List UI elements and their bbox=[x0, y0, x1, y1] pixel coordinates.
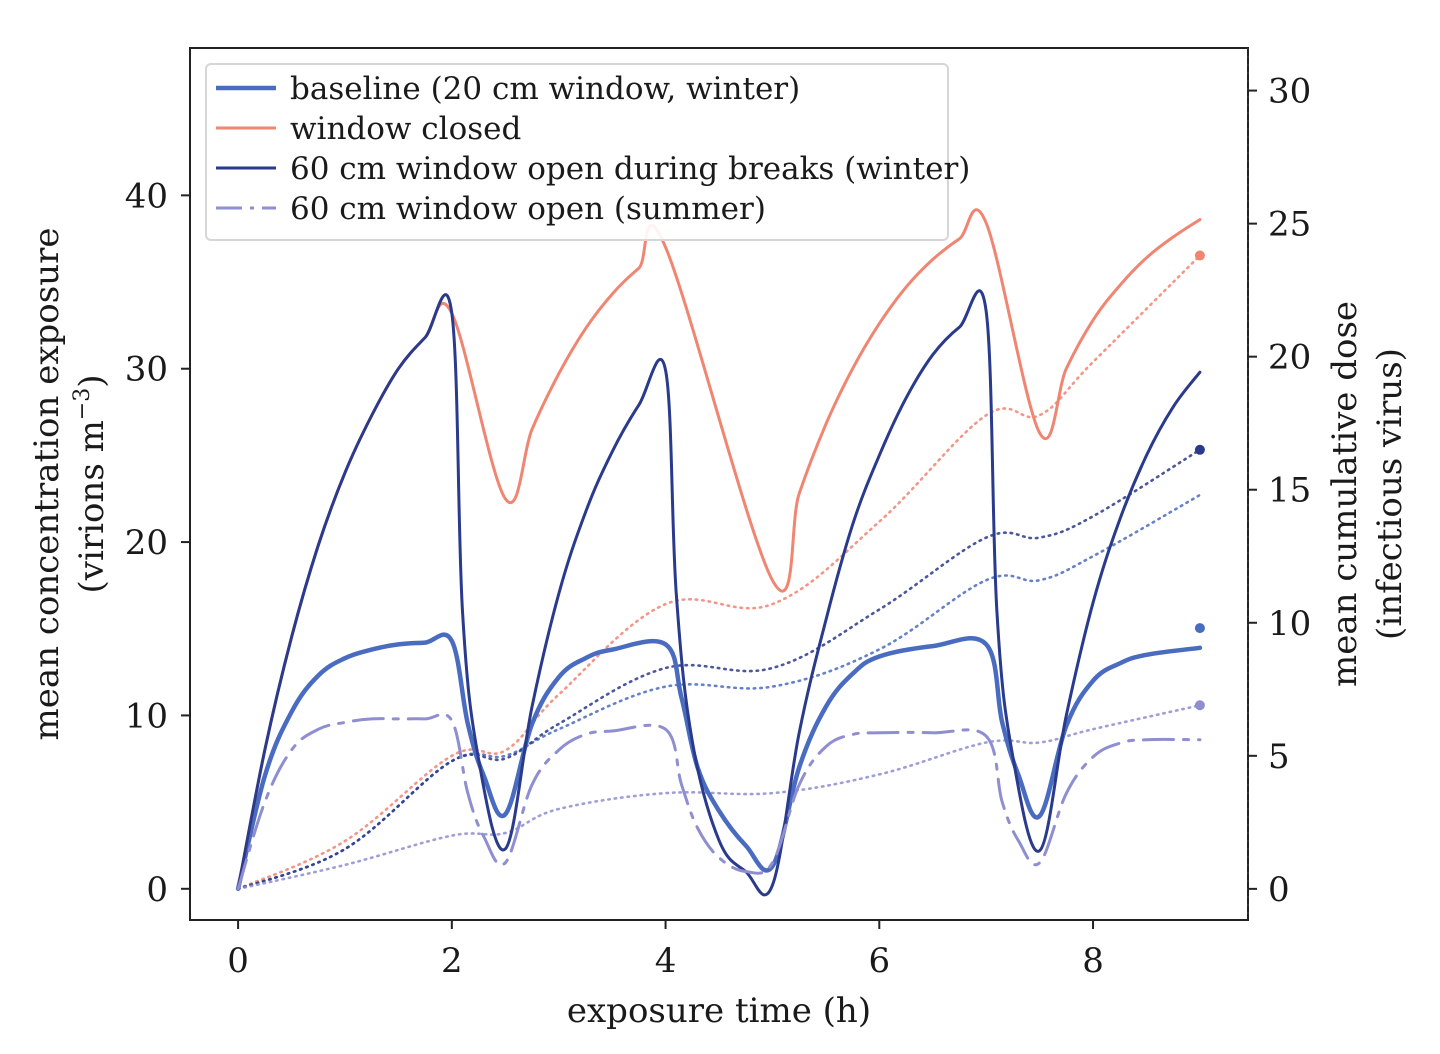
y-axis-label-line1: mean concentration exposure bbox=[27, 228, 67, 741]
dose-end-marker-summer bbox=[1194, 700, 1205, 711]
dose-line-baseline bbox=[236, 493, 1202, 891]
dose-end-marker-breaks bbox=[1194, 444, 1205, 455]
dose-line-closed bbox=[236, 254, 1202, 891]
legend-label-baseline: baseline (20 cm window, winter) bbox=[290, 71, 800, 107]
y-tick-label: 20 bbox=[125, 523, 168, 563]
y-axis-label: mean concentration exposure (virions m−3… bbox=[27, 228, 112, 741]
y2-tick-label: 0 bbox=[1268, 870, 1290, 910]
x-axis-label: exposure time (h) bbox=[567, 991, 871, 1031]
dose-end-marker-closed bbox=[1194, 250, 1205, 261]
plot-frame bbox=[189, 47, 1249, 921]
legend-label-closed: window closed bbox=[290, 111, 521, 147]
y2-tick-label: 30 bbox=[1268, 72, 1311, 112]
legend-items: baseline (20 cm window, winter) window cl… bbox=[216, 71, 970, 227]
y2-tick-label: 20 bbox=[1268, 338, 1311, 378]
y2-tick-label: 15 bbox=[1268, 471, 1311, 511]
y-axis-label-sup: −3 bbox=[70, 388, 95, 420]
ticks-layer: 0 2 4 6 8 0 10 20 30 40 0 5 10 15 20 25 30 bbox=[125, 72, 1312, 981]
y-tick-label: 40 bbox=[125, 176, 168, 216]
x-tick-label: 2 bbox=[441, 941, 463, 981]
dose-line-summer bbox=[236, 704, 1202, 891]
y-tick-label: 0 bbox=[146, 870, 168, 910]
concentration-line-baseline bbox=[235, 632, 1203, 892]
y-axis-label-prefix: (virions m bbox=[72, 420, 112, 593]
y-axis-label-suffix: ) bbox=[72, 374, 112, 387]
y-axis-label-line2: (virions m−3) bbox=[70, 374, 112, 593]
concentration-line-summer bbox=[236, 712, 1202, 891]
dose-line-breaks bbox=[236, 448, 1202, 891]
y2-tick-label: 25 bbox=[1268, 205, 1311, 245]
y2-tick-label: 5 bbox=[1268, 737, 1290, 777]
legend: baseline (20 cm window, winter) window cl… bbox=[205, 63, 970, 241]
x-tick-label: 8 bbox=[1082, 941, 1104, 981]
legend-label-breaks: 60 cm window open during breaks (winter) bbox=[290, 151, 970, 187]
concentration-line-breaks bbox=[236, 289, 1202, 897]
series-layer bbox=[235, 208, 1205, 897]
x-tick-label: 0 bbox=[227, 941, 249, 981]
y2-axis-label: mean cumulative dose (infectious virus) bbox=[1325, 301, 1410, 687]
dose-end-marker-baseline bbox=[1194, 623, 1205, 634]
y2-axis-label-line1: mean cumulative dose bbox=[1325, 301, 1365, 687]
y2-axis-label-line2: (infectious virus) bbox=[1370, 348, 1410, 640]
y2-tick-label: 10 bbox=[1268, 604, 1311, 644]
x-tick-label: 6 bbox=[868, 941, 890, 981]
x-tick-label: 4 bbox=[655, 941, 677, 981]
y-tick-label: 30 bbox=[125, 350, 168, 390]
legend-box bbox=[205, 63, 949, 241]
y-tick-label: 10 bbox=[125, 696, 168, 736]
legend-label-summer: 60 cm window open (summer) bbox=[290, 191, 766, 227]
